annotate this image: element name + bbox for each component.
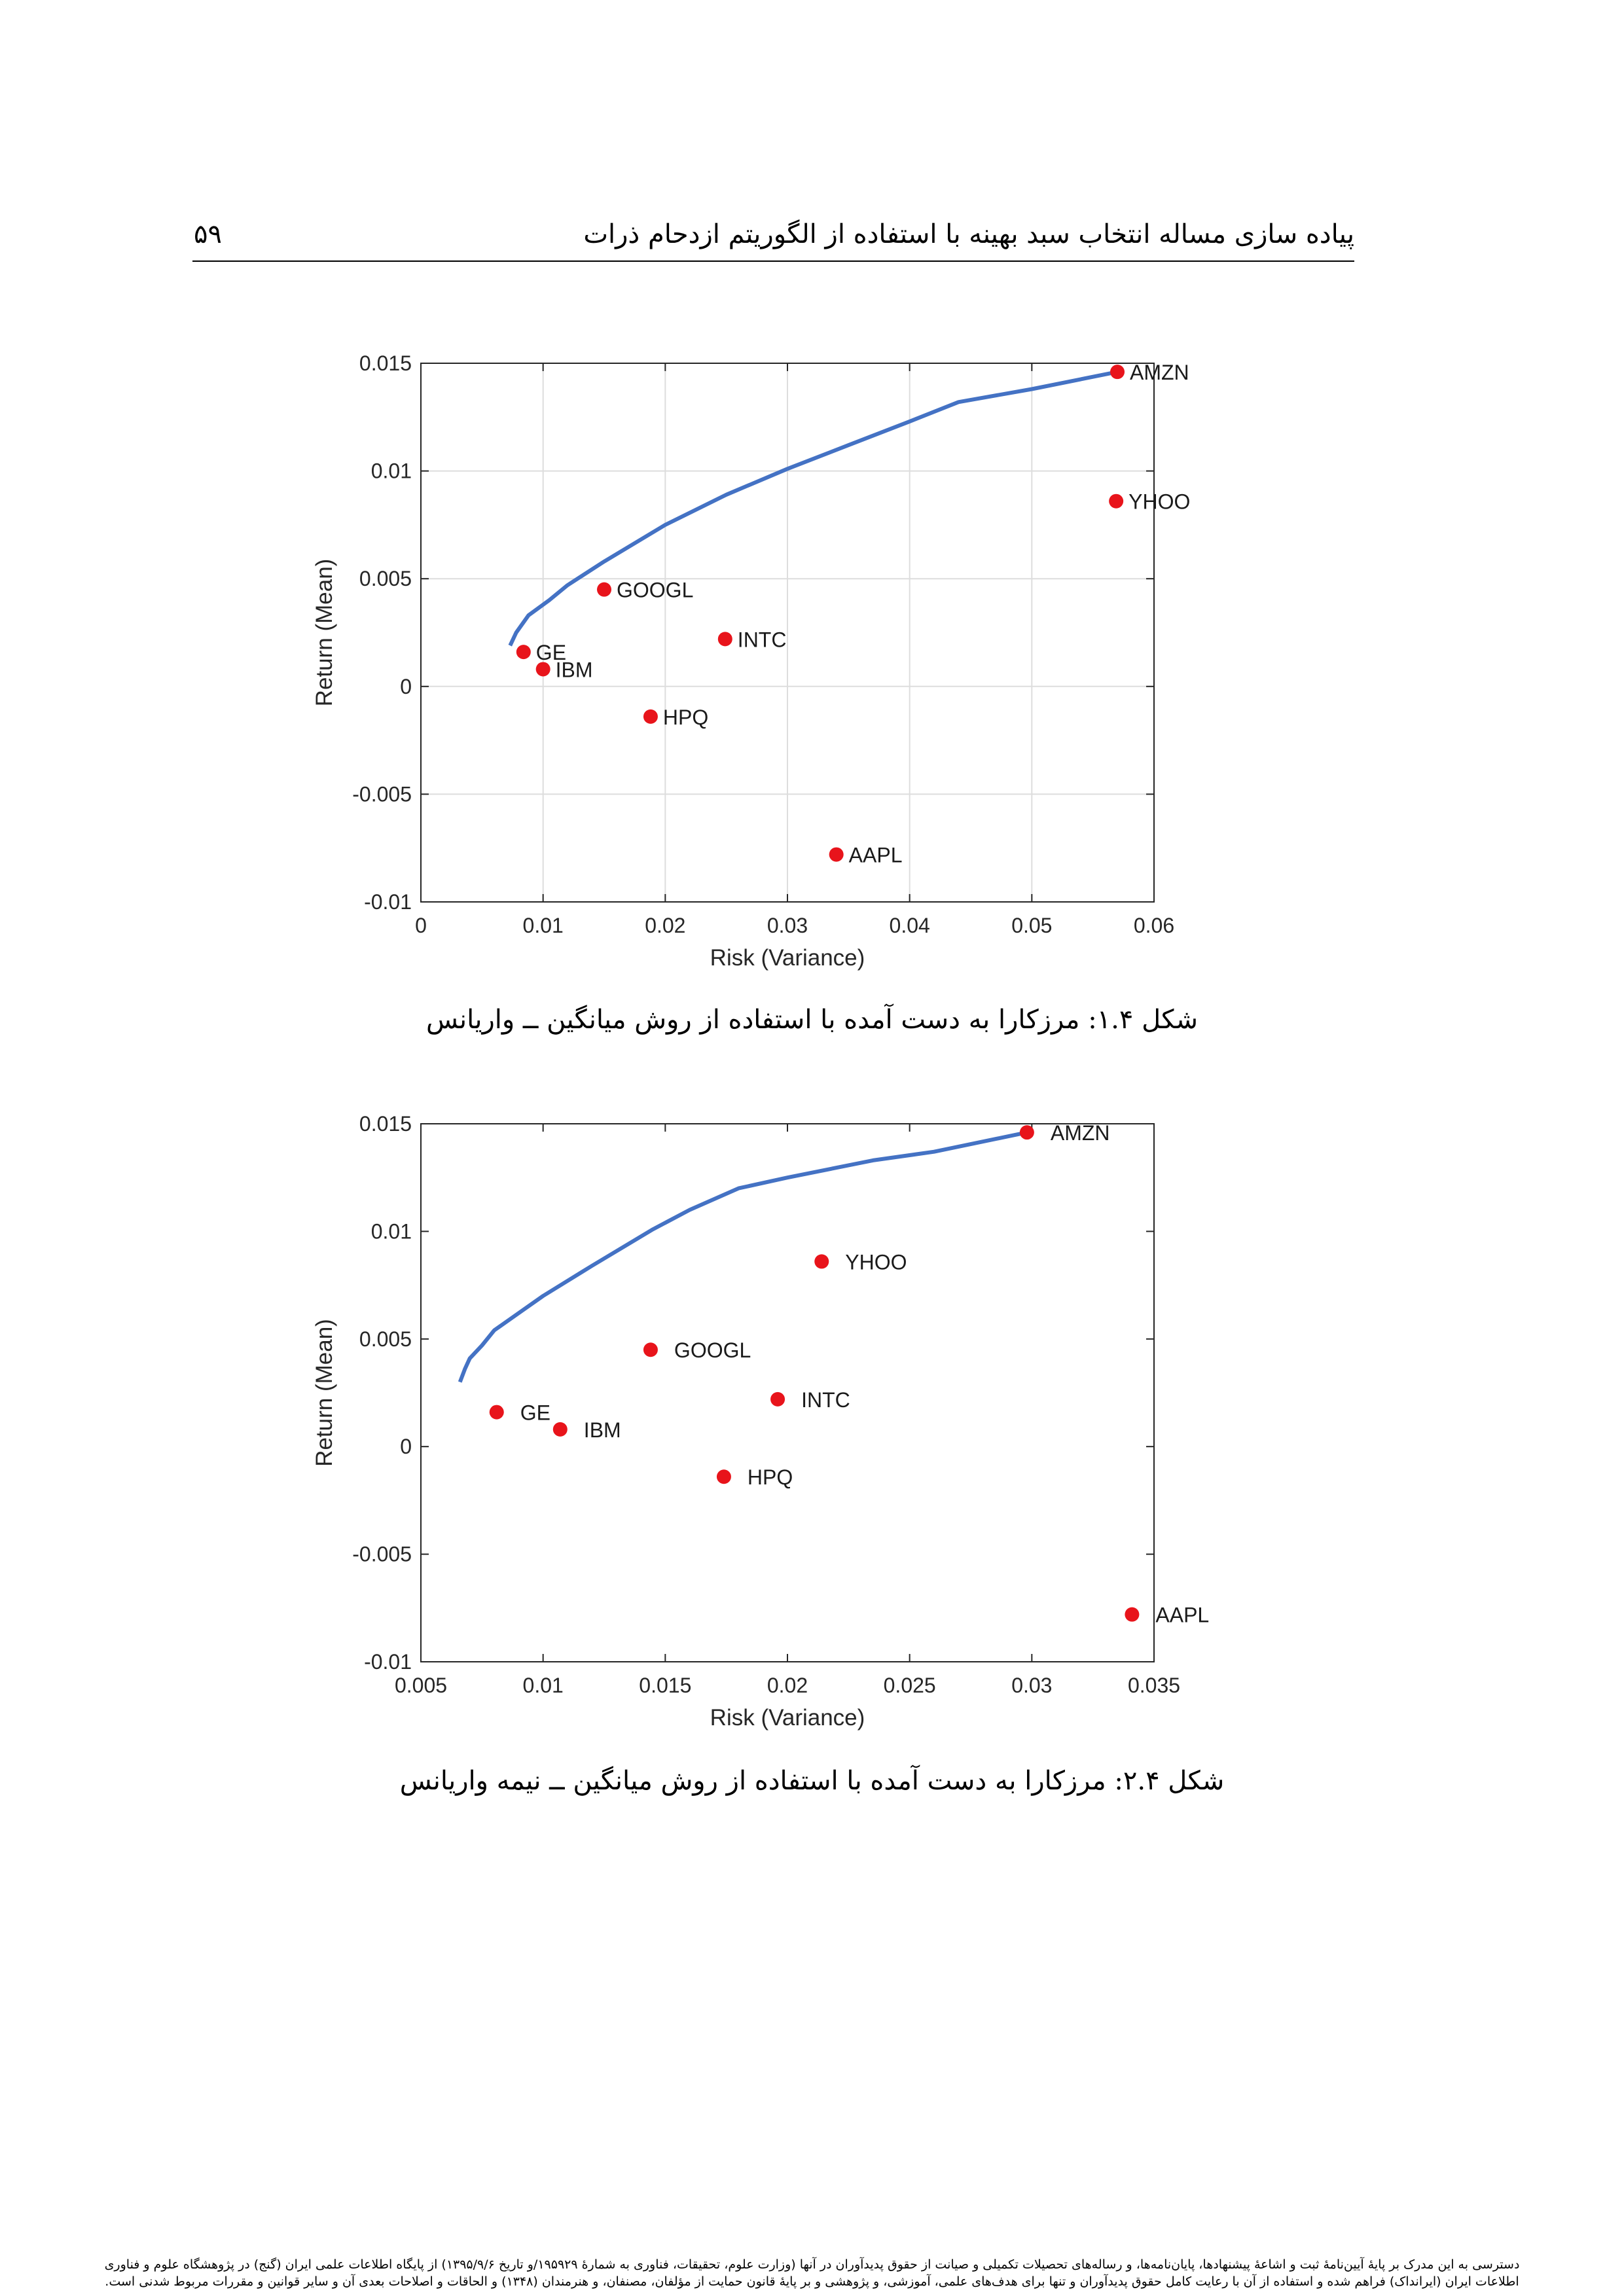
asset-label-yhoo: YHOO <box>1128 490 1190 514</box>
x-tick-label: 0.025 <box>884 1674 936 1697</box>
asset-label-ibm: IBM <box>584 1418 621 1442</box>
asset-label-googl: GOOGL <box>674 1338 751 1362</box>
y-tick-label: 0.01 <box>371 459 412 483</box>
asset-label-amzn: AMZN <box>1130 361 1189 384</box>
x-tick-label: 0.01 <box>523 914 564 937</box>
asset-label-ibm: IBM <box>556 658 593 681</box>
asset-label-intc: INTC <box>738 628 787 651</box>
asset-point-aapl <box>829 847 844 862</box>
x-axis-label: Risk (Variance) <box>710 945 865 971</box>
y-tick-label: 0 <box>400 1435 412 1458</box>
figure-caption-1: شکل ۱.۴: مرزکارا به دست آمده با استفاده … <box>426 1005 1198 1035</box>
x-tick-label: 0 <box>415 914 427 937</box>
asset-point-googl <box>643 1342 658 1357</box>
y-tick-label: -0.005 <box>352 1543 412 1566</box>
y-tick-label: 0.005 <box>359 567 412 590</box>
mean-semivariance-frontier-chart: 0.005 0.01 0.015 0.02 0.025 0.03 0.035 -0.01 -0.… <box>312 1112 1209 1731</box>
plot-frame <box>420 1123 1155 1662</box>
x-tick-label: 0.015 <box>639 1674 691 1697</box>
asset-point-ibm <box>552 1422 568 1437</box>
asset-point-hpq <box>716 1469 731 1484</box>
y-tick-label: 0 <box>400 675 412 698</box>
asset-point-yhoo <box>1109 493 1124 509</box>
asset-point-amzn <box>1110 365 1125 380</box>
asset-point-amzn <box>1019 1125 1034 1140</box>
x-tick-label: 0.03 <box>1011 1674 1052 1697</box>
efficient-frontier-line <box>458 1130 1028 1383</box>
x-tick-label: 0.02 <box>767 1674 808 1697</box>
asset-label-hpq: HPQ <box>748 1465 793 1489</box>
asset-label-hpq: HPQ <box>663 706 708 729</box>
y-tick-label: 0.015 <box>359 351 412 375</box>
asset-label-ge: GE <box>520 1401 550 1425</box>
asset-label-aapl: AAPL <box>849 844 903 867</box>
y-tick-label: -0.01 <box>364 890 412 914</box>
y-tick-label: 0.01 <box>371 1219 412 1243</box>
mean-variance-frontier-chart: 0 0.01 0.02 0.03 0.04 0.05 0.06 -0.01 -0.005 0 0.0… <box>312 351 1190 971</box>
asset-label-googl: GOOGL <box>617 579 693 602</box>
asset-point-intc <box>717 632 732 647</box>
asset-point-googl <box>597 582 611 597</box>
footer-line-1: دسترسی به این مدرک بر پایهٔ آیین‌نامهٔ ث… <box>104 2257 1520 2272</box>
asset-point-hpq <box>643 709 658 724</box>
y-tick-label: 0.015 <box>359 1112 412 1136</box>
asset-point-ibm <box>535 662 550 677</box>
y-axis-label: Return (Mean) <box>312 1319 337 1467</box>
page-number: ۵۹ <box>194 219 222 249</box>
asset-point-aapl <box>1125 1607 1140 1622</box>
figure-caption-2: شکل ۲.۴: مرزکارا به دست آمده با استفاده … <box>399 1766 1225 1796</box>
y-tick-label: 0.005 <box>359 1327 412 1351</box>
asset-point-yhoo <box>814 1254 829 1269</box>
asset-label-yhoo: YHOO <box>845 1250 907 1274</box>
x-tick-label: 0.035 <box>1128 1674 1180 1697</box>
y-tick-label: -0.005 <box>352 782 412 806</box>
asset-label-intc: INTC <box>801 1388 850 1412</box>
asset-label-ge: GE <box>536 641 566 664</box>
x-tick-label: 0.005 <box>395 1674 447 1697</box>
x-tick-label: 0.05 <box>1011 914 1052 937</box>
asset-point-ge <box>489 1405 504 1420</box>
x-tick-label: 0.06 <box>1134 914 1174 937</box>
x-tick-label: 0.02 <box>645 914 685 937</box>
y-axis-label: Return (Mean) <box>312 559 337 707</box>
running-header-title: پیاده سازی مساله انتخاب سبد بهینه با است… <box>583 219 1354 249</box>
y-tick-label: -0.01 <box>364 1650 412 1674</box>
x-axis-label: Risk (Variance) <box>710 1705 865 1731</box>
asset-label-aapl: AAPL <box>1155 1604 1209 1627</box>
asset-point-ge <box>516 645 531 660</box>
asset-label-amzn: AMZN <box>1051 1121 1110 1145</box>
x-tick-label: 0.01 <box>523 1674 564 1697</box>
x-tick-label: 0.03 <box>767 914 808 937</box>
asset-point-intc <box>770 1391 785 1407</box>
x-tick-label: 0.04 <box>890 914 930 937</box>
header-rule <box>192 260 1354 262</box>
footer-line-2: اطلاعات ایران (ایرانداک) فراهم شده و است… <box>105 2274 1519 2289</box>
efficient-frontier-line <box>508 370 1118 647</box>
